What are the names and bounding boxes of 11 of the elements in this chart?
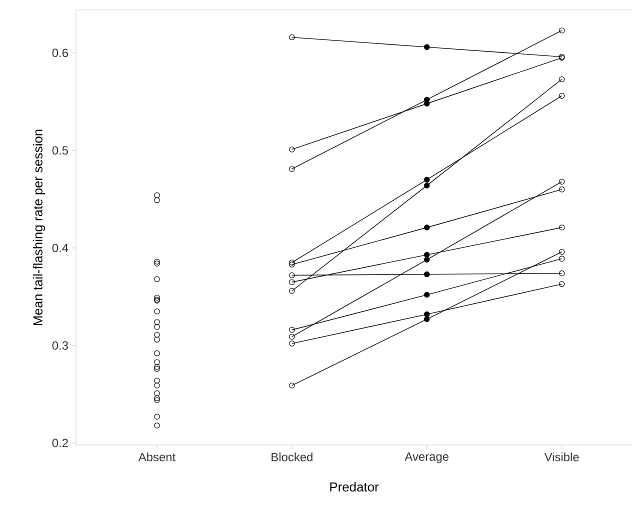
y-tick-label: 0.3 xyxy=(52,341,68,350)
x-tick-label: Visible xyxy=(544,452,579,462)
x-axis-title: Predator xyxy=(330,482,379,492)
y-tick-label: 0.5 xyxy=(52,146,68,155)
y-tick-label: 0.4 xyxy=(52,244,68,252)
x-tick-label: Absent xyxy=(138,452,176,462)
y-tick-label: 0.6 xyxy=(52,48,68,58)
y-axis-title: Mean tail-flashing rate per session xyxy=(32,130,46,326)
x-tick-label: Blocked xyxy=(272,452,312,462)
x-tick-label: Average xyxy=(404,452,448,464)
y-tick-label: 0.2 xyxy=(52,438,68,448)
